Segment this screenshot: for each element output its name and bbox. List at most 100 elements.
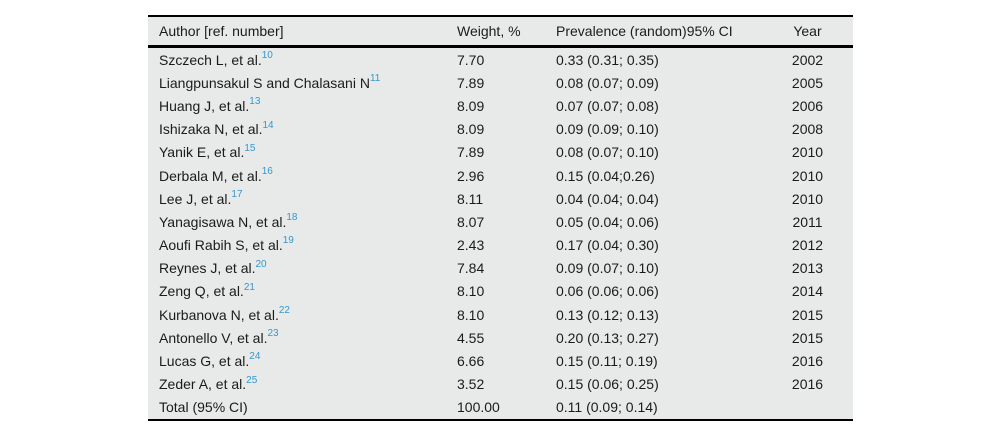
ref-link[interactable]: 22: [278, 305, 290, 316]
author-cell: Szczech L, et al.10: [148, 49, 457, 68]
ref-link[interactable]: 25: [246, 374, 258, 386]
year-cell: 2010: [791, 190, 824, 207]
author-cell: Derbala M, et al.16: [148, 165, 457, 184]
weight-cell: 8.10: [457, 283, 485, 300]
table-row: Zeng Q, et al.21 8.10 0.06 (0.06; 0.06) …: [148, 280, 853, 303]
year-cell: 2014: [791, 283, 824, 300]
weight-cell: 8.09: [457, 97, 485, 114]
weight-cell: 8.09: [457, 121, 485, 138]
weight-cell: 8.11: [457, 190, 484, 207]
table-row: Lucas G, et al.24 6.66 0.15 (0.11; 0.19)…: [148, 349, 853, 372]
column-header-weight: Weight, %: [457, 23, 521, 39]
author-cell: Total (95% CI): [148, 400, 457, 414]
prevalence-cell: 0.04 (0.04; 0.04): [556, 190, 659, 207]
year-cell: 2015: [791, 306, 824, 323]
author-cell: Huang J, et al.13: [148, 96, 457, 114]
table-row: Antonello V, et al.23 4.55 0.20 (0.13; 0…: [148, 326, 853, 349]
ref-link[interactable]: 16: [261, 165, 273, 177]
prevalence-cell: 0.17 (0.04; 0.30): [556, 237, 659, 254]
prevalence-cell: 0.11 (0.09; 0.14): [556, 399, 658, 416]
ref-link[interactable]: 23: [267, 328, 279, 340]
ref-link[interactable]: 11: [369, 73, 381, 85]
author-cell: Zeng Q, et al.21: [148, 281, 457, 300]
author-name: Reynes J, et al.: [159, 260, 256, 277]
author-name: Lucas G, et al.: [159, 353, 250, 370]
table-row: Reynes J, et al.20 7.84 0.09 (0.07; 0.10…: [148, 257, 853, 280]
column-header-year: Year: [793, 23, 822, 39]
year-cell: 2015: [791, 329, 824, 346]
author-name: Derbala M, et al.: [159, 167, 262, 184]
weight-cell: 2.96: [457, 167, 485, 184]
author-name: Huang J, et al.: [159, 97, 250, 114]
year-cell: 2012: [791, 237, 824, 254]
weight-cell: 100.00: [457, 399, 500, 416]
table-row: Total (95% CI) 100.00 0.11 (0.09; 0.14): [148, 396, 853, 419]
ref-link[interactable]: 15: [244, 142, 256, 154]
table-row: Liangpunsakul S and Chalasani N11 7.89 0…: [148, 71, 853, 94]
column-header-author: Author [ref. number]: [159, 23, 284, 39]
year-cell: 2002: [791, 51, 824, 68]
prevalence-cell: 0.08 (0.07; 0.10): [556, 144, 659, 161]
author-name: Lee J, et al.: [159, 190, 232, 207]
prevalence-cell: 0.13 (0.12; 0.13): [556, 306, 659, 323]
table-row: Aoufi Rabih S, et al.19 2.43 0.17 (0.04;…: [148, 234, 853, 257]
author-name: Zeder A, et al.: [159, 376, 247, 393]
weight-cell: 7.70: [457, 51, 485, 68]
column-header-prevalence: Prevalence (random)95% CI: [556, 23, 733, 39]
author-cell: Yanik E, et al.15: [148, 142, 457, 161]
author-cell: Liangpunsakul S and Chalasani N11: [148, 73, 457, 90]
year-cell: 2010: [791, 167, 824, 184]
author-cell: Aoufi Rabih S, et al.19: [148, 235, 457, 254]
author-name: Kurbanova N, et al.: [159, 306, 279, 323]
ref-link[interactable]: 14: [262, 119, 274, 131]
prevalence-cell: 0.20 (0.13; 0.27): [556, 329, 659, 346]
author-cell: Lee J, et al.17: [148, 189, 457, 207]
ref-link[interactable]: 13: [249, 96, 261, 108]
author-name: Aoufi Rabih S, et al.: [159, 237, 283, 254]
table-row: Yanagisawa N, et al.18 8.07 0.05 (0.04; …: [148, 210, 853, 233]
ref-link[interactable]: 21: [243, 281, 255, 293]
weight-cell: 8.10: [457, 306, 485, 323]
author-name: Zeng Q, et al.: [159, 283, 244, 300]
ref-link[interactable]: 20: [255, 258, 267, 270]
author-cell: Lucas G, et al.24: [148, 351, 457, 370]
prevalence-cell: 0.15 (0.11; 0.19): [556, 353, 658, 370]
ref-link[interactable]: 17: [231, 189, 243, 201]
ref-link[interactable]: 18: [286, 212, 298, 224]
author-cell: Ishizaka N, et al.14: [148, 119, 457, 136]
prevalence-cell: 0.09 (0.09; 0.10): [556, 121, 659, 138]
table-body: Szczech L, et al.10 7.70 0.33 (0.31; 0.3…: [148, 48, 853, 419]
year-cell: 2016: [791, 353, 824, 370]
weight-cell: 7.89: [457, 144, 485, 161]
year-cell: 2005: [791, 74, 824, 91]
year-cell: 2013: [791, 260, 824, 277]
table-header-row: Author [ref. number] Weight, % Prevalenc…: [148, 17, 853, 48]
author-cell: Reynes J, et al.20: [148, 258, 457, 277]
year-cell: 2006: [791, 97, 824, 114]
table-row: Szczech L, et al.10 7.70 0.33 (0.31; 0.3…: [148, 48, 853, 71]
year-cell: 2016: [791, 376, 824, 393]
table-row: Derbala M, et al.16 2.96 0.15 (0.04;0.26…: [148, 164, 853, 187]
author-cell: Zeder A, et al.25: [148, 374, 457, 393]
weight-cell: 6.66: [457, 353, 485, 370]
table-row: Lee J, et al.17 8.11 0.04 (0.04; 0.04) 2…: [148, 187, 853, 210]
table-row: Huang J, et al.13 8.09 0.07 (0.07; 0.08)…: [148, 94, 853, 117]
table-row: Yanik E, et al.15 7.89 0.08 (0.07; 0.10)…: [148, 141, 853, 164]
ref-link[interactable]: 24: [249, 351, 261, 363]
weight-cell: 4.55: [457, 329, 485, 346]
author-name: Yanagisawa N, et al.: [159, 213, 287, 230]
ref-link[interactable]: 19: [282, 235, 294, 247]
year-cell: 2008: [791, 121, 824, 138]
table-row: Zeder A, et al.25 3.52 0.15 (0.06; 0.25)…: [148, 373, 853, 396]
author-cell: Kurbanova N, et al.22: [148, 305, 457, 323]
author-name: Yanik E, et al.: [159, 144, 245, 161]
year-cell: 2011: [792, 213, 823, 230]
author-name: Szczech L, et al.: [159, 51, 262, 68]
ref-link[interactable]: 10: [261, 49, 273, 61]
weight-cell: 8.07: [457, 213, 485, 230]
prevalence-cell: 0.08 (0.07; 0.09): [556, 74, 659, 91]
prevalence-cell: 0.33 (0.31; 0.35): [556, 51, 659, 68]
prevalence-cell: 0.15 (0.06; 0.25): [556, 376, 659, 393]
author-cell: Antonello V, et al.23: [148, 328, 457, 345]
